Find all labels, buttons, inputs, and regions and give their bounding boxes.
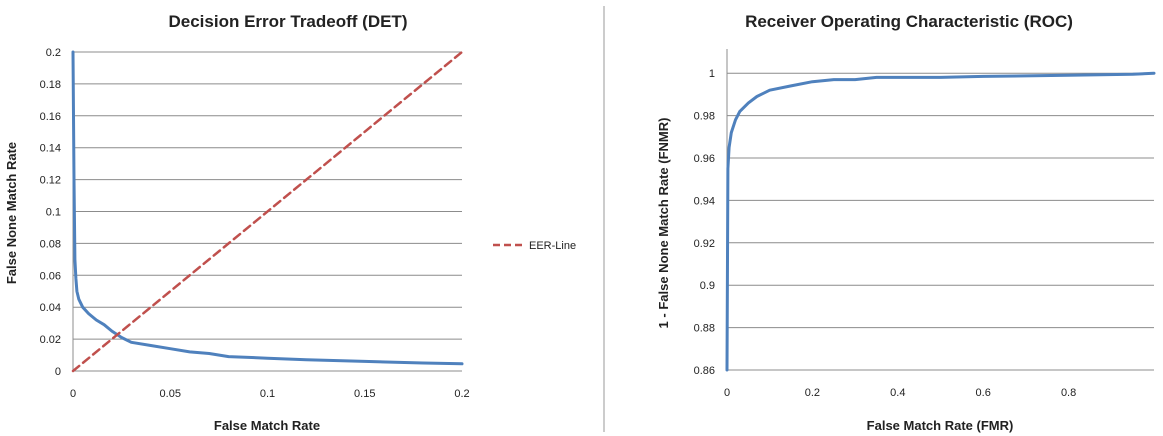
det-x-axis-label: False Match Rate: [214, 418, 320, 433]
det-y-tick-label: 0.1: [46, 207, 61, 219]
det-x-tick-label: 0.1: [260, 388, 275, 400]
roc-series: [725, 71, 1156, 372]
legend-label-eer-line: EER-Line: [529, 240, 576, 252]
det-y-tick-label: 0.2: [46, 47, 61, 59]
det-y-tick-label: 0.06: [40, 270, 61, 282]
roc-y-tick-label: 0.9: [700, 280, 715, 292]
det-title: Decision Error Tradeoff (DET): [169, 12, 408, 31]
det-series: [71, 50, 464, 373]
det-y-tick-label: 0.12: [40, 175, 61, 187]
roc-x-ticks: 0 0.2 0.4 0.6 0.8: [724, 387, 1076, 399]
det-x-tick-label: 0.05: [160, 388, 181, 400]
det-y-tick-label: 0.02: [40, 334, 61, 346]
det-y-tick-label: 0.08: [40, 238, 61, 250]
roc-x-axis-label: False Match Rate (FMR): [867, 418, 1014, 433]
det-y-tick-label: 0.14: [40, 143, 61, 155]
roc-y-tick-label: 0.88: [694, 323, 715, 335]
det-y-ticks: 0 0.02 0.04 0.06 0.08 0.1 0.12 0.14 0.16 0.18 0.2: [40, 47, 61, 378]
det-y-tick-label: 0.16: [40, 111, 61, 123]
det-x-tick-label: 0.15: [354, 388, 375, 400]
det-y-tick-label: 0.04: [40, 302, 61, 314]
roc-x-tick-label: 0.2: [805, 387, 820, 399]
det-y-tick-label: 0: [55, 366, 61, 378]
roc-y-axis-label: 1 - False None Match Rate (FNMR): [656, 118, 671, 329]
roc-series-line-curve: [725, 71, 1156, 372]
roc-title: Receiver Operating Characteristic (ROC): [745, 12, 1073, 31]
det-chart: Decision Error Tradeoff (DET) 00.020.040…: [4, 12, 576, 433]
det-x-tick-label: 0: [70, 388, 76, 400]
det-series-line-curve: [71, 50, 464, 366]
det-x-ticks: 0 0.05 0.1 0.15 0.2: [70, 388, 470, 400]
det-y-axis-label: False None Match Rate: [4, 142, 19, 284]
roc-y-tick-label: 1: [709, 68, 715, 80]
roc-y-tick-label: 0.92: [694, 238, 715, 250]
roc-chart: Receiver Operating Characteristic (ROC) …: [656, 12, 1156, 433]
roc-x-tick-label: 0.4: [890, 387, 905, 399]
roc-gridlines: [726, 49, 1154, 371]
roc-y-ticks: 0.86 0.88 0.9 0.92 0.94 0.96 0.98 1: [694, 68, 715, 377]
roc-y-tick-label: 0.86: [694, 365, 715, 377]
det-x-tick-label: 0.2: [454, 388, 469, 400]
roc-x-tick-label: 0.8: [1061, 387, 1076, 399]
roc-x-tick-label: 0.6: [976, 387, 991, 399]
roc-y-tick-label: 0.94: [694, 195, 715, 207]
det-series-line-eer-line: [71, 50, 464, 373]
det-legend: EER-Line: [493, 240, 576, 252]
roc-x-tick-label: 0: [724, 387, 730, 399]
det-y-tick-label: 0.18: [40, 79, 61, 91]
roc-y-tick-label: 0.96: [694, 153, 715, 165]
roc-y-tick-label: 0.98: [694, 111, 715, 123]
